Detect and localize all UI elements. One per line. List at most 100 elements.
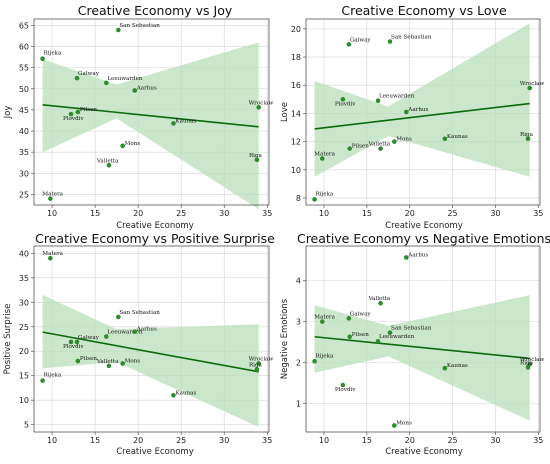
data-point-aarhus xyxy=(132,88,138,93)
y-axis-label: Joy xyxy=(3,106,13,120)
x-tick-label: 35 xyxy=(533,436,543,445)
trend-line xyxy=(314,102,530,130)
point-label-galway: Galway xyxy=(78,335,100,341)
data-point-wroclaw xyxy=(527,85,533,91)
chart-panel-3: 10 15 20 25 30 35 5 10 15 20 25 30 35 40 Rijeka Matera G… xyxy=(3,231,275,457)
x-tick-label: 10 xyxy=(47,209,57,218)
point-label-leeuwarden: Leeuwarden xyxy=(107,330,143,336)
point-label-valletta: Valletta xyxy=(96,158,119,164)
point-label-mons: Mons xyxy=(125,141,141,147)
data-point-plovdiv xyxy=(68,111,74,117)
point-label-leeuwarden: Leeuwarden xyxy=(107,76,143,82)
data-point-valletta xyxy=(378,146,383,151)
data-point-valletta xyxy=(378,300,383,306)
x-tick-label: 15 xyxy=(90,436,100,445)
y-axis-label: Negative Emotions xyxy=(280,298,290,379)
point-label-mons: Mons xyxy=(396,137,412,143)
point-label-galway: Galway xyxy=(350,37,372,43)
data-point-plovdiv xyxy=(68,339,74,345)
y-tick-label: 30 xyxy=(19,169,29,178)
y-tick-label: 10 xyxy=(291,166,301,175)
x-tick-label: 15 xyxy=(90,209,100,218)
data-point-san-sebastian xyxy=(387,39,393,44)
axes-frame xyxy=(33,18,270,206)
y-tick-label: 45 xyxy=(19,106,29,115)
data-point-pilsen xyxy=(347,334,353,340)
data-point-leeuwarden xyxy=(104,80,109,86)
point-label-plovdiv: Plovdiv xyxy=(335,101,356,107)
data-point-matera xyxy=(319,156,325,161)
chart-title: Creative Economy vs Negative Emotions xyxy=(297,231,550,246)
point-label-valletta: Valletta xyxy=(368,142,391,148)
data-point-san-sebastian xyxy=(116,314,121,320)
point-label-plovdiv: Plovdiv xyxy=(335,387,356,393)
chart-title: Creative Economy vs Joy xyxy=(78,3,233,18)
point-label-aarhus: Aarhus xyxy=(136,327,157,333)
x-tick-label: 25 xyxy=(176,209,186,218)
chart-title: Creative Economy vs Positive Surprise xyxy=(35,231,275,246)
y-tick-label: 4 xyxy=(296,277,301,286)
y-tick-label: 55 xyxy=(19,64,29,73)
data-point-mons xyxy=(120,143,125,149)
y-tick-label: 20 xyxy=(291,25,301,34)
x-tick-label: 10 xyxy=(319,209,329,218)
point-label-san-sebastian: San Sebastian xyxy=(119,23,160,29)
chart-panel-1: 10 15 20 25 30 35 25 30 35 40 45 50 55 60 65 Rijeka Mate… xyxy=(3,3,273,231)
point-label-matera: Matera xyxy=(314,152,335,158)
data-point-san-sebastian xyxy=(116,27,121,33)
data-point-rijeka xyxy=(312,358,317,364)
point-label-san-sebastian: San Sebastian xyxy=(391,35,432,41)
data-point-rijeka xyxy=(40,378,45,383)
point-label-rijeka: Rijeka xyxy=(316,191,334,197)
x-tick-label: 20 xyxy=(405,436,415,445)
data-point-mons xyxy=(391,139,397,144)
data-point-wroclaw xyxy=(256,361,261,366)
data-point-riga xyxy=(254,157,260,163)
y-tick-label: 30 xyxy=(19,298,29,307)
point-label-san-sebastian: San Sebastian xyxy=(119,310,160,316)
data-point-leeuwarden xyxy=(375,338,381,344)
point-label-valletta: Valletta xyxy=(96,359,119,365)
point-label-leeuwarden: Leeuwarden xyxy=(379,94,415,100)
data-point-pilsen xyxy=(75,109,81,115)
point-label-plovdiv: Plovdiv xyxy=(63,116,84,122)
data-point-pilsen xyxy=(75,358,81,364)
chart-title: Creative Economy vs Love xyxy=(341,3,507,18)
point-label-kaunas: Kaunas xyxy=(447,363,468,369)
trend-line xyxy=(42,331,259,373)
data-point-galway xyxy=(74,339,80,345)
point-label-kaunas: Kaunas xyxy=(175,118,196,124)
data-point-rijeka xyxy=(312,197,317,202)
data-point-galway xyxy=(346,42,352,47)
point-label-galway: Galway xyxy=(78,71,100,77)
y-axis-label: Positive Surprise xyxy=(3,304,13,375)
x-tick-label: 25 xyxy=(447,209,457,218)
data-point-kaunas xyxy=(171,121,176,126)
point-label-wroclaw: Wroclaw xyxy=(249,100,274,106)
data-point-mons xyxy=(120,361,125,366)
y-tick-label: 3 xyxy=(296,318,301,327)
point-label-galway: Galway xyxy=(350,311,372,317)
data-point-riga xyxy=(525,136,531,142)
data-point-kaunas xyxy=(442,365,448,371)
point-label-wroclaw: Wroclaw xyxy=(520,81,545,87)
confidence-band xyxy=(314,23,530,177)
y-tick-label: 40 xyxy=(19,127,29,136)
data-point-pilsen xyxy=(347,146,353,151)
data-point-valletta xyxy=(106,162,112,168)
data-point-galway xyxy=(346,316,352,321)
data-point-valletta xyxy=(106,363,112,369)
y-tick-label: 5 xyxy=(24,421,29,430)
y-tick-label: 60 xyxy=(19,42,29,51)
point-label-aarhus: Aarhus xyxy=(407,252,428,258)
x-tick-label: 30 xyxy=(490,209,500,218)
x-tick-label: 30 xyxy=(490,436,500,445)
point-label-rijeka: Rijeka xyxy=(44,373,62,379)
data-point-aarhus xyxy=(403,109,409,115)
point-label-aarhus: Aarhus xyxy=(407,107,428,113)
y-tick-label: 25 xyxy=(19,323,29,332)
data-point-galway xyxy=(74,75,80,81)
data-point-kaunas xyxy=(171,392,176,398)
x-tick-label: 25 xyxy=(447,436,457,445)
